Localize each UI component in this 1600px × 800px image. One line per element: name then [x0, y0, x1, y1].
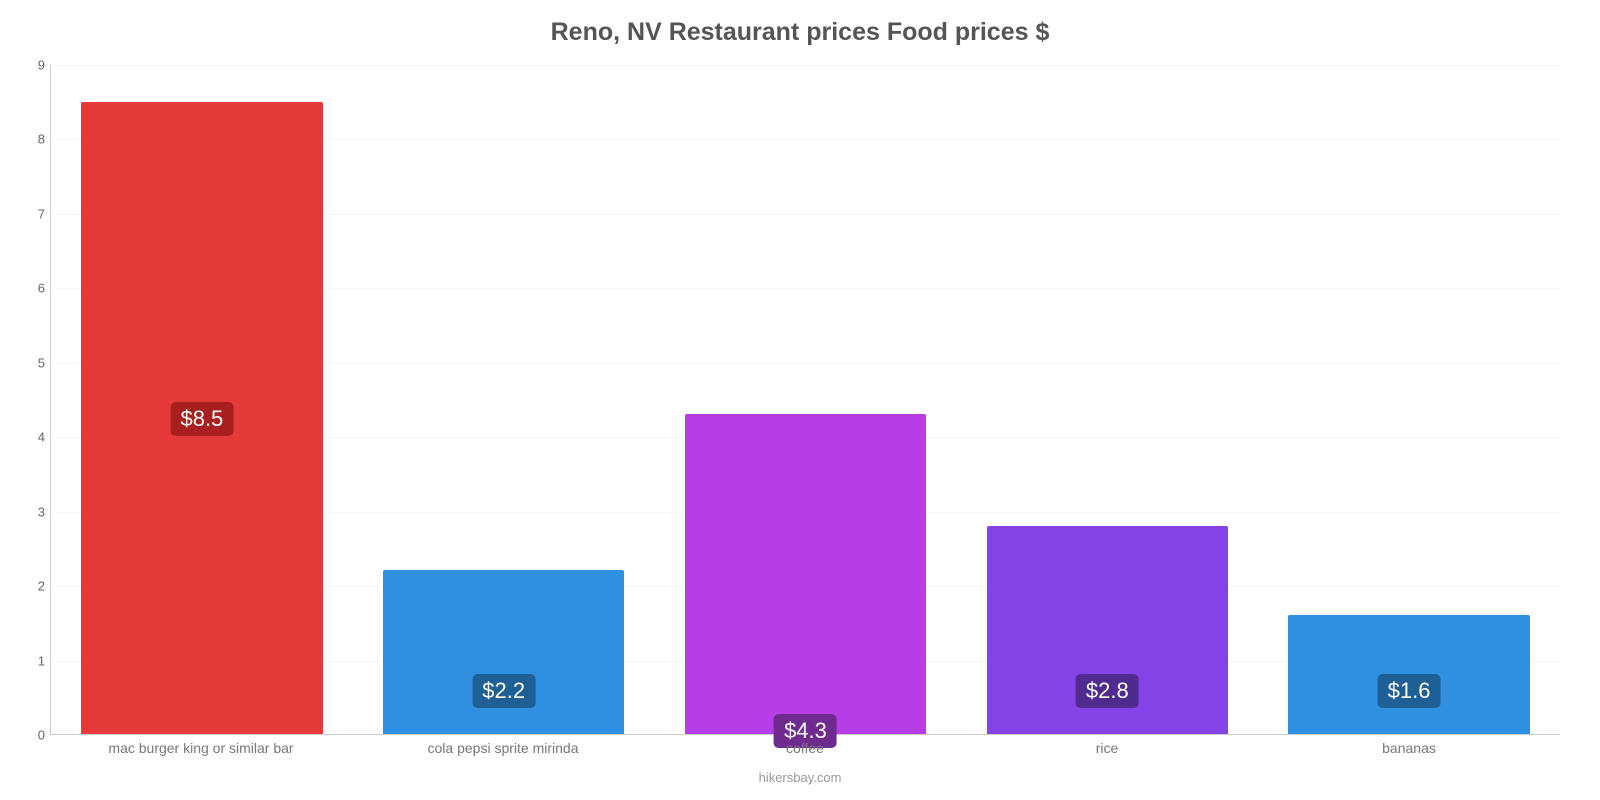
bar: $1.6 [1288, 615, 1529, 734]
bar: $8.5 [81, 102, 322, 734]
y-tick-label: 0 [38, 728, 45, 743]
x-tick-label: bananas [1258, 740, 1560, 756]
bar-value-label: $2.2 [472, 674, 535, 708]
bar-chart: Reno, NV Restaurant prices Food prices $… [0, 0, 1600, 800]
x-axis-labels: mac burger king or similar barcola pepsi… [50, 740, 1560, 756]
y-tick-label: 4 [38, 430, 45, 445]
y-tick-label: 5 [38, 355, 45, 370]
bar-value-label: $8.5 [170, 402, 233, 436]
bar: $2.8 [987, 526, 1228, 734]
bar: $4.3 [685, 414, 926, 734]
y-tick-label: 7 [38, 206, 45, 221]
bar-slot: $1.6 [1258, 65, 1560, 734]
y-tick-label: 8 [38, 132, 45, 147]
y-tick-label: 3 [38, 504, 45, 519]
x-tick-label: mac burger king or similar bar [50, 740, 352, 756]
bar-value-label: $1.6 [1378, 674, 1441, 708]
bar-slot: $8.5 [51, 65, 353, 734]
y-tick-label: 1 [38, 653, 45, 668]
chart-title: Reno, NV Restaurant prices Food prices $ [0, 18, 1600, 47]
x-tick-label: coffee [654, 740, 956, 756]
plot-area: $8.5 $2.2 $4.3 $2.8 $1.6 [50, 65, 1560, 735]
bar: $2.2 [383, 570, 624, 734]
x-tick-label: rice [956, 740, 1258, 756]
bar-value-label: $2.8 [1076, 674, 1139, 708]
bar-slot: $2.8 [956, 65, 1258, 734]
bar-slot: $4.3 [655, 65, 957, 734]
y-tick-label: 6 [38, 281, 45, 296]
y-tick-label: 9 [38, 58, 45, 73]
x-tick-label: cola pepsi sprite mirinda [352, 740, 654, 756]
bars-group: $8.5 $2.2 $4.3 $2.8 $1.6 [51, 65, 1560, 734]
bar-slot: $2.2 [353, 65, 655, 734]
source-label: hikersbay.com [0, 770, 1600, 785]
y-tick-label: 2 [38, 579, 45, 594]
